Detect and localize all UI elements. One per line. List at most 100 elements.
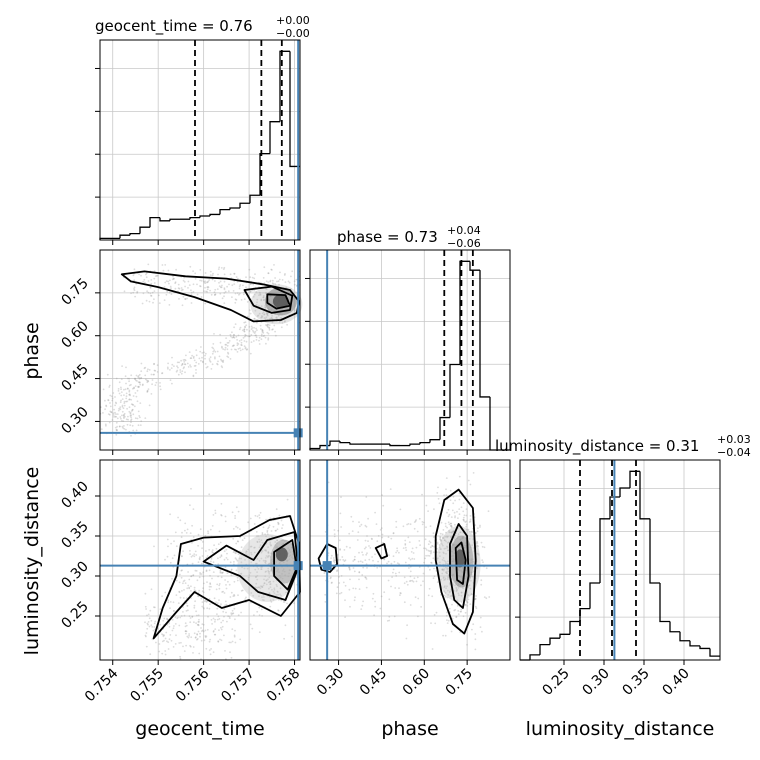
- scatter-point-geocent_time-vs-luminosity_distance: [172, 646, 175, 648]
- scatter-point-geocent_time-vs-phase: [259, 324, 262, 327]
- scatter-point-phase-vs-luminosity_distance: [409, 523, 412, 526]
- scatter-point-phase-vs-luminosity_distance: [421, 493, 423, 496]
- scatter-point-geocent_time-vs-luminosity_distance: [255, 575, 257, 578]
- scatter-point-geocent_time-vs-luminosity_distance: [233, 593, 236, 596]
- scatter-point-geocent_time-vs-phase: [280, 317, 283, 319]
- scatter-point-geocent_time-vs-phase: [267, 337, 270, 340]
- scatter-point-geocent_time-vs-luminosity_distance: [195, 554, 198, 556]
- scatter-point-phase-vs-luminosity_distance: [362, 600, 364, 603]
- scatter-point-geocent_time-vs-phase: [271, 318, 274, 320]
- scatter-point-phase-vs-luminosity_distance: [481, 545, 484, 548]
- scatter-point-geocent_time-vs-phase: [267, 272, 270, 275]
- scatter-point-geocent_time-vs-luminosity_distance: [269, 541, 272, 544]
- scatter-point-phase-vs-luminosity_distance: [431, 545, 433, 547]
- scatter-point-geocent_time-vs-phase: [130, 398, 133, 401]
- scatter-point-geocent_time-vs-luminosity_distance: [171, 618, 174, 621]
- hist-bin-luminosity_distance-13: [649, 518, 660, 584]
- scatter-point-phase-vs-luminosity_distance: [396, 549, 399, 552]
- scatter-point-phase-vs-luminosity_distance: [464, 599, 467, 601]
- scatter-point-geocent_time-vs-phase: [201, 360, 204, 363]
- scatter-point-geocent_time-vs-luminosity_distance: [190, 575, 193, 577]
- scatter-point-geocent_time-vs-phase: [152, 373, 155, 376]
- scatter-point-geocent_time-vs-luminosity_distance: [190, 590, 192, 592]
- scatter-point-geocent_time-vs-phase: [200, 359, 202, 362]
- scatter-point-geocent_time-vs-phase: [229, 273, 232, 276]
- scatter-point-geocent_time-vs-phase: [132, 395, 135, 397]
- scatter-point-geocent_time-vs-phase: [164, 264, 167, 266]
- scatter-point-geocent_time-vs-phase: [269, 280, 271, 283]
- scatter-point-phase-vs-luminosity_distance: [448, 582, 451, 585]
- scatter-point-geocent_time-vs-phase: [121, 410, 124, 413]
- scatter-point-phase-vs-luminosity_distance: [446, 541, 449, 544]
- scatter-point-phase-vs-luminosity_distance: [417, 597, 420, 600]
- scatter-point-geocent_time-vs-phase: [181, 370, 184, 373]
- scatter-point-geocent_time-vs-phase: [123, 290, 126, 293]
- scatter-point-geocent_time-vs-luminosity_distance: [258, 606, 261, 609]
- scatter-point-geocent_time-vs-luminosity_distance: [250, 592, 253, 594]
- scatter-point-geocent_time-vs-phase: [271, 269, 273, 271]
- scatter-point-phase-vs-luminosity_distance: [412, 580, 415, 583]
- scatter-point-geocent_time-vs-phase: [200, 296, 203, 298]
- scatter-point-phase-vs-luminosity_distance: [443, 568, 446, 570]
- scatter-point-phase-vs-luminosity_distance: [359, 525, 361, 528]
- scatter-point-geocent_time-vs-phase: [158, 302, 161, 304]
- scatter-point-phase-vs-luminosity_distance: [464, 611, 467, 614]
- scatter-point-phase-vs-luminosity_distance: [399, 508, 402, 511]
- scatter-point-phase-vs-luminosity_distance: [439, 539, 442, 542]
- scatter-point-geocent_time-vs-luminosity_distance: [188, 578, 191, 581]
- scatter-point-geocent_time-vs-luminosity_distance: [192, 646, 195, 648]
- scatter-point-phase-vs-luminosity_distance: [444, 592, 447, 594]
- scatter-point-phase-vs-luminosity_distance: [365, 496, 368, 498]
- scatter-point-geocent_time-vs-luminosity_distance: [184, 529, 186, 532]
- scatter-point-geocent_time-vs-phase: [241, 348, 244, 351]
- scatter-point-geocent_time-vs-phase: [128, 398, 131, 401]
- scatter-point-geocent_time-vs-luminosity_distance: [181, 531, 183, 534]
- scatter-point-geocent_time-vs-phase: [130, 383, 132, 386]
- scatter-point-phase-vs-luminosity_distance: [392, 555, 395, 558]
- scatter-point-geocent_time-vs-luminosity_distance: [234, 629, 236, 632]
- scatter-point-phase-vs-luminosity_distance: [361, 574, 364, 576]
- scatter-point-geocent_time-vs-phase: [125, 428, 127, 431]
- scatter-point-geocent_time-vs-luminosity_distance: [149, 653, 152, 656]
- scatter-point-phase-vs-luminosity_distance: [443, 586, 446, 589]
- scatter-point-geocent_time-vs-phase: [206, 288, 209, 291]
- scatter-point-geocent_time-vs-luminosity_distance: [150, 619, 153, 622]
- histogram-layer: [99, 50, 720, 661]
- scatter-point-geocent_time-vs-luminosity_distance: [163, 617, 166, 620]
- scatter-point-geocent_time-vs-luminosity_distance: [144, 605, 147, 608]
- scatter-point-geocent_time-vs-phase: [201, 352, 204, 354]
- scatter-point-geocent_time-vs-luminosity_distance: [265, 570, 267, 573]
- scatter-point-phase-vs-luminosity_distance: [465, 600, 468, 602]
- scatter-point-geocent_time-vs-luminosity_distance: [230, 641, 232, 644]
- scatter-point-phase-vs-luminosity_distance: [454, 584, 456, 587]
- scatter-point-geocent_time-vs-phase: [125, 382, 127, 385]
- scatter-point-phase-vs-luminosity_distance: [443, 539, 446, 542]
- scatter-point-geocent_time-vs-luminosity_distance: [269, 583, 272, 585]
- scatter-point-phase-vs-luminosity_distance: [395, 526, 398, 528]
- scatter-point-phase-vs-luminosity_distance: [432, 577, 435, 580]
- scatter-point-geocent_time-vs-luminosity_distance: [192, 574, 195, 577]
- scatter-point-geocent_time-vs-luminosity_distance: [261, 532, 264, 534]
- scatter-point-geocent_time-vs-phase: [221, 284, 223, 287]
- scatter-point-geocent_time-vs-phase: [218, 355, 221, 358]
- scatter-point-geocent_time-vs-phase: [174, 282, 177, 285]
- scatter-point-phase-vs-luminosity_distance: [330, 557, 332, 559]
- scatter-point-geocent_time-vs-luminosity_distance: [198, 652, 201, 655]
- scatter-point-geocent_time-vs-phase: [120, 391, 123, 393]
- scatter-point-geocent_time-vs-phase: [184, 298, 187, 301]
- scatter-point-phase-vs-luminosity_distance: [333, 559, 335, 561]
- scatter-point-phase-vs-luminosity_distance: [481, 630, 483, 633]
- scatter-point-geocent_time-vs-luminosity_distance: [180, 569, 183, 572]
- scatter-point-geocent_time-vs-phase: [114, 411, 116, 414]
- scatter-point-geocent_time-vs-phase: [190, 357, 193, 359]
- scatter-point-geocent_time-vs-phase: [233, 344, 235, 347]
- scatter-point-geocent_time-vs-phase: [175, 268, 178, 271]
- scatter-point-geocent_time-vs-luminosity_distance: [220, 514, 223, 517]
- scatter-point-geocent_time-vs-phase: [277, 314, 280, 317]
- scatter-point-geocent_time-vs-phase: [128, 390, 131, 393]
- scatter-point-phase-vs-luminosity_distance: [474, 598, 477, 601]
- scatter-point-phase-vs-luminosity_distance: [447, 560, 449, 563]
- y-tick-label-luminosity_distance-0: 0.25: [58, 598, 91, 631]
- scatter-point-phase-vs-luminosity_distance: [390, 537, 393, 540]
- scatter-point-geocent_time-vs-phase: [243, 328, 246, 331]
